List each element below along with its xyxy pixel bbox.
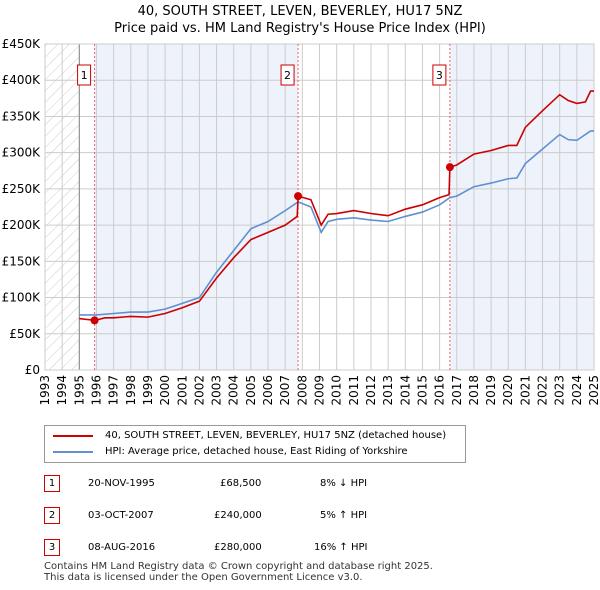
legend: 40, SOUTH STREET, LEVEN, BEVERLEY, HU17 … (44, 425, 466, 463)
x-tick-label: 2025 (587, 375, 600, 406)
legend-label: HPI: Average price, detached house, East… (105, 446, 408, 457)
x-tick-label: 2015 (415, 375, 429, 406)
x-tick-label: 2020 (501, 375, 515, 406)
x-tick-label: 2024 (570, 375, 584, 406)
x-tick-label: 2009 (313, 375, 327, 406)
x-tick-label: 2008 (295, 375, 309, 406)
x-tick-label: 2002 (192, 375, 206, 406)
y-tick-label: £250K (2, 182, 42, 196)
marker-badge: 2 (44, 507, 60, 524)
x-tick-label: 2000 (158, 375, 172, 406)
x-tick-label: 2005 (244, 375, 258, 406)
x-tick-label: 2006 (261, 375, 275, 406)
x-tick-label: 2021 (518, 375, 532, 406)
y-tick-label: £450K (2, 37, 42, 51)
x-tick-label: 2010 (330, 375, 344, 406)
legend-item-property: 40, SOUTH STREET, LEVEN, BEVERLEY, HU17 … (53, 430, 446, 441)
plot-border (44, 43, 595, 371)
footer-copyright: Contains HM Land Registry data © Crown c… (44, 561, 433, 572)
marker-badge: 3 (44, 539, 60, 556)
sale-label-box (280, 64, 295, 86)
sale-label-box (77, 64, 92, 86)
x-tick-label: 2007 (278, 375, 292, 406)
date: 08-AUG-2016 (88, 542, 156, 553)
sale-point (90, 316, 99, 325)
chart-subtitle: Price paid vs. HM Land Registry's House … (114, 21, 486, 36)
x-tick-label: 2016 (433, 375, 447, 406)
x-tick-label: 2012 (364, 375, 378, 406)
price-chart: £0 £50K £100K £150K £200K £250K £300K £350K £400… (2, 37, 600, 406)
x-tick-label: 2019 (484, 375, 498, 406)
date: 03-OCT-2007 (88, 510, 154, 521)
price: £240,000 (214, 510, 262, 521)
transaction-row: 3 08-AUG-2016 £280,000 16% ↑ HPI (44, 539, 444, 557)
footer-licence: This data is licensed under the Open Gov… (44, 572, 363, 583)
y-tick-label: £50K (9, 327, 41, 341)
price: £68,500 (220, 478, 262, 489)
x-tick-label: 1999 (141, 375, 155, 406)
x-tick-label: 1998 (124, 375, 138, 406)
sale-point (445, 163, 454, 172)
chart-title: 40, SOUTH STREET, LEVEN, BEVERLEY, HU17 … (137, 4, 463, 19)
sale-label: 2 (284, 69, 291, 82)
legend-label: 40, SOUTH STREET, LEVEN, BEVERLEY, HU17 … (105, 430, 447, 441)
y-tick-label: £100K (2, 291, 42, 305)
sale-label: 3 (436, 69, 443, 82)
x-tick-label: 2014 (398, 375, 412, 406)
y-tick-label: £400K (2, 73, 42, 87)
x-tick-label: 2018 (467, 375, 481, 406)
x-tick-label: 2017 (450, 375, 464, 406)
x-tick-label: 1994 (55, 375, 69, 406)
transaction-row: 1 20-NOV-1995 £68,500 8% ↓ HPI (44, 475, 444, 493)
sale-label-box (432, 64, 447, 86)
transaction-row: 2 03-OCT-2007 £240,000 5% ↑ HPI (44, 507, 444, 525)
price: £280,000 (214, 542, 262, 553)
shaded-period (94, 44, 299, 370)
marker-badge: 1 (44, 475, 60, 492)
sale-label: 1 (81, 69, 88, 82)
y-tick-label: £350K (2, 109, 42, 123)
x-tick-label: 1996 (89, 375, 103, 406)
x-tick-label: 1997 (107, 375, 121, 406)
x-tick-label: 2001 (175, 375, 189, 406)
x-tick-label: 2013 (381, 375, 395, 406)
series-line (79, 130, 594, 316)
hpi-change: 8% ↓ HPI (320, 478, 368, 489)
date: 20-NOV-1995 (88, 478, 155, 489)
legend-item-hpi: HPI: Average price, detached house, East… (53, 446, 408, 457)
y-tick-label: £150K (2, 254, 42, 268)
series-line (79, 90, 594, 322)
sale-point (294, 192, 303, 201)
x-tick-label: 2003 (210, 375, 224, 406)
shaded-period (449, 44, 594, 370)
x-tick-label: 1995 (72, 375, 86, 406)
y-tick-label: £200K (2, 218, 42, 232)
x-tick-label: 2011 (347, 375, 361, 406)
hpi-change: 16% ↑ HPI (314, 542, 368, 553)
x-tick-label: 2022 (536, 375, 550, 406)
x-tick-label: 1993 (38, 375, 52, 406)
y-tick-label: £300K (2, 146, 42, 160)
y-tick-label: £0 (25, 363, 40, 377)
x-tick-label: 2004 (227, 375, 241, 406)
hpi-change: 5% ↑ HPI (320, 510, 368, 521)
x-tick-label: 2023 (553, 375, 567, 406)
